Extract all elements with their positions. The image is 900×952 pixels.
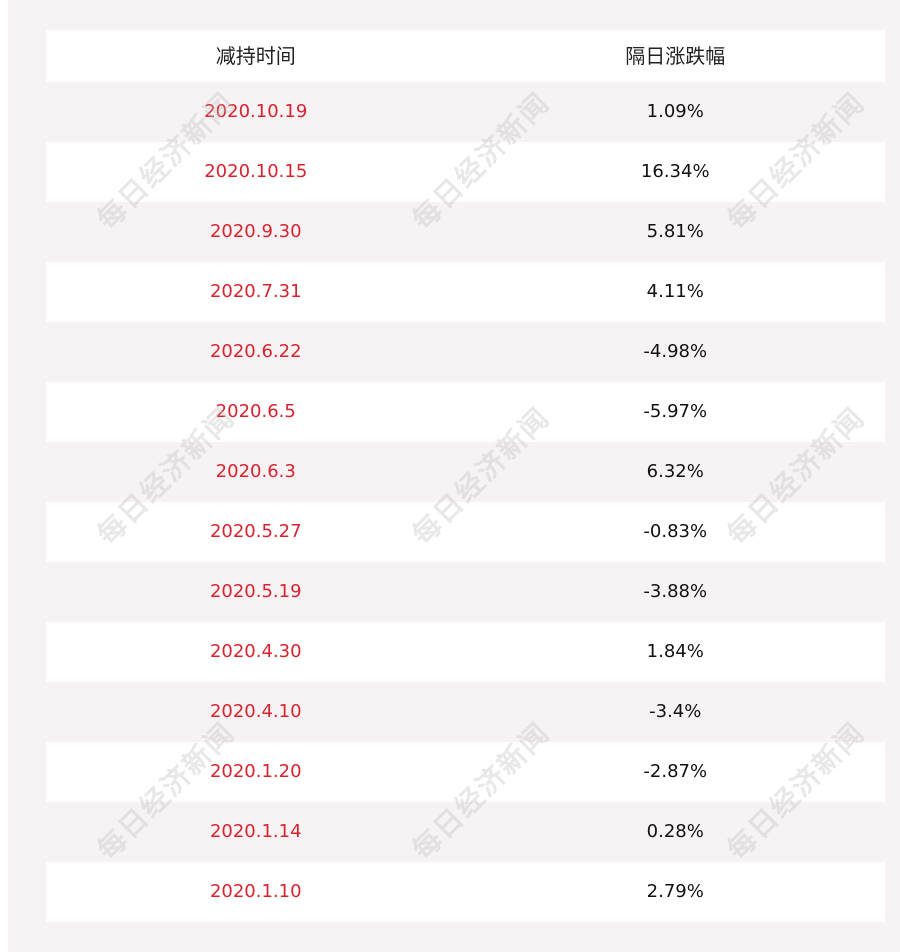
- change-cell: 2.79%: [466, 882, 886, 902]
- date-cell: 2020.4.10: [46, 702, 466, 722]
- table-row: 2020.10.19 1.09%: [46, 82, 885, 142]
- change-cell: 1.84%: [466, 642, 886, 662]
- change-cell: -5.97%: [466, 402, 886, 422]
- table-row: 2020.6.3 6.32%: [46, 442, 885, 502]
- date-cell: 2020.6.5: [46, 402, 466, 422]
- header-change: 隔日涨跌幅: [466, 46, 886, 66]
- table-row: 2020.10.15 16.34%: [46, 142, 885, 202]
- table-body: 2020.10.19 1.09% 2020.10.15 16.34% 2020.9.30…: [46, 82, 885, 922]
- table-row: 2020.5.19 -3.88%: [46, 562, 885, 622]
- change-cell: -3.4%: [466, 702, 886, 722]
- table-row: 2020.6.22 -4.98%: [46, 322, 885, 382]
- date-cell: 2020.10.15: [46, 162, 466, 182]
- header-date: 减持时间: [46, 46, 466, 66]
- change-cell: 6.32%: [466, 462, 886, 482]
- table-row: 2020.1.14 0.28%: [46, 802, 885, 862]
- change-cell: -3.88%: [466, 582, 886, 602]
- change-cell: -4.98%: [466, 342, 886, 362]
- change-cell: 0.28%: [466, 822, 886, 842]
- table-row: 2020.1.10 2.79%: [46, 862, 885, 922]
- date-cell: 2020.6.22: [46, 342, 466, 362]
- table-row: 2020.5.27 -0.83%: [46, 502, 885, 562]
- date-cell: 2020.1.10: [46, 882, 466, 902]
- date-cell: 2020.7.31: [46, 282, 466, 302]
- date-cell: 2020.4.30: [46, 642, 466, 662]
- table-row: 2020.7.31 4.11%: [46, 262, 885, 322]
- change-cell: 5.81%: [466, 222, 886, 242]
- table-row: 2020.6.5 -5.97%: [46, 382, 885, 442]
- date-cell: 2020.5.27: [46, 522, 466, 542]
- date-cell: 2020.9.30: [46, 222, 466, 242]
- date-cell: 2020.1.14: [46, 822, 466, 842]
- date-cell: 2020.5.19: [46, 582, 466, 602]
- date-cell: 2020.6.3: [46, 462, 466, 482]
- date-cell: 2020.10.19: [46, 102, 466, 122]
- date-cell: 2020.1.20: [46, 762, 466, 782]
- change-cell: -0.83%: [466, 522, 886, 542]
- table-row: 2020.1.20 -2.87%: [46, 742, 885, 802]
- table-row: 2020.9.30 5.81%: [46, 202, 885, 262]
- change-cell: -2.87%: [466, 762, 886, 782]
- reduction-table: 减持时间 隔日涨跌幅 2020.10.19 1.09% 2020.10.15 16.3…: [46, 30, 885, 922]
- change-cell: 4.11%: [466, 282, 886, 302]
- table-row: 2020.4.10 -3.4%: [46, 682, 885, 742]
- change-cell: 1.09%: [466, 102, 886, 122]
- table-row: 2020.4.30 1.84%: [46, 622, 885, 682]
- table-header-row: 减持时间 隔日涨跌幅: [46, 30, 885, 82]
- table-panel: 减持时间 隔日涨跌幅 2020.10.19 1.09% 2020.10.15 16.3…: [8, 0, 900, 952]
- change-cell: 16.34%: [466, 162, 886, 182]
